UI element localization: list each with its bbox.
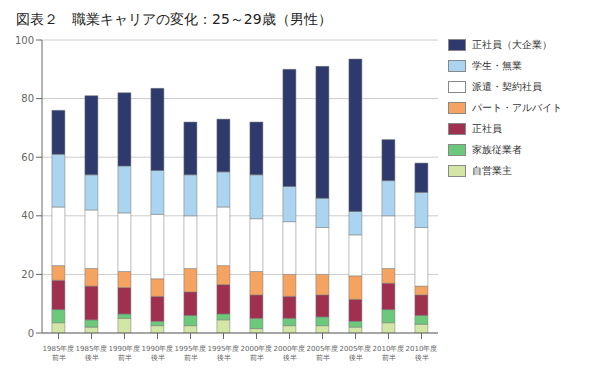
html-text:学生・無業: 学生・無業 xyxy=(472,60,522,71)
svg-text:2005年度後半: 2005年度後半 xyxy=(340,345,372,362)
svg-text:1995年度後半: 1995年度後半 xyxy=(208,345,240,362)
svg-text:40: 40 xyxy=(21,210,34,221)
html-text:家族従業者: 家族従業者 xyxy=(472,144,522,155)
html-text:図表２ 職業キャリアの変化：25～29歳（男性）: 図表２ 職業キャリアの変化：25～29歳（男性） xyxy=(16,11,332,27)
html-text:派遣・契約社員: 派遣・契約社員 xyxy=(472,81,542,92)
svg-text:2000年度前半: 2000年度前半 xyxy=(241,345,273,362)
svg-text:2010年度前半: 2010年度前半 xyxy=(373,345,405,362)
svg-text:2010年度後半: 2010年度後半 xyxy=(406,345,438,362)
svg-text:1990年度前半: 1990年度前半 xyxy=(109,345,141,362)
html-text:パート・アルバイト: パート・アルバイト xyxy=(472,102,562,113)
svg-text:80: 80 xyxy=(21,93,34,104)
svg-text:2000年度後半: 2000年度後半 xyxy=(274,345,306,362)
svg-text:1995年度前半: 1995年度前半 xyxy=(175,345,207,362)
svg-text:60: 60 xyxy=(21,152,34,163)
svg-text:0: 0 xyxy=(28,328,34,339)
svg-text:1985年度前半: 1985年度前半 xyxy=(43,345,75,362)
html-text:自営業主: 自営業主 xyxy=(472,165,512,176)
svg-text:2005年度前半: 2005年度前半 xyxy=(307,345,339,362)
svg-text:20: 20 xyxy=(21,269,34,280)
svg-text:1990年度後半: 1990年度後半 xyxy=(142,345,174,362)
html-text:正社員: 正社員 xyxy=(472,123,502,134)
svg-text:100: 100 xyxy=(15,35,34,46)
html-text:正社員（大企業）: 正社員（大企業） xyxy=(472,39,552,50)
svg-text:1985年度後半: 1985年度後半 xyxy=(76,345,108,362)
